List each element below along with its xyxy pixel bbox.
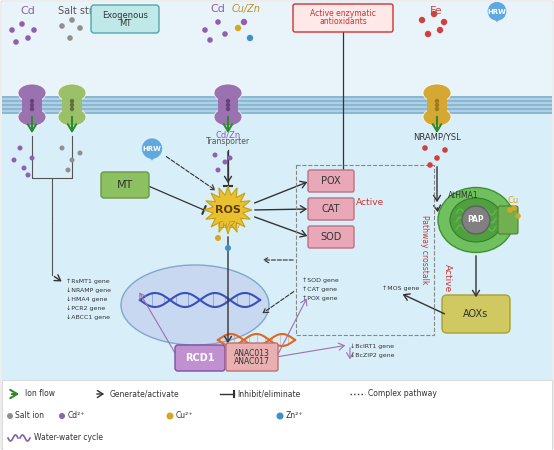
Circle shape	[226, 99, 230, 103]
Bar	[2, 112, 552, 114]
Circle shape	[202, 27, 208, 33]
Text: ↑POX gene: ↑POX gene	[302, 296, 337, 301]
Text: MT: MT	[117, 180, 133, 190]
FancyBboxPatch shape	[226, 343, 278, 371]
Circle shape	[65, 167, 70, 172]
Circle shape	[435, 103, 439, 107]
Text: Complex pathway: Complex pathway	[368, 390, 437, 399]
Ellipse shape	[423, 84, 451, 102]
Bar	[2, 110, 552, 112]
Polygon shape	[143, 148, 161, 161]
FancyBboxPatch shape	[498, 206, 518, 234]
Circle shape	[225, 245, 231, 251]
FancyBboxPatch shape	[91, 5, 159, 33]
Text: Active: Active	[356, 198, 384, 207]
Bar	[2, 98, 552, 100]
Circle shape	[142, 139, 162, 159]
Bar	[218, 99, 238, 111]
Ellipse shape	[214, 108, 242, 126]
Circle shape	[226, 103, 230, 107]
Circle shape	[427, 162, 433, 168]
Circle shape	[435, 99, 439, 103]
Text: ANAC017: ANAC017	[234, 357, 270, 366]
Circle shape	[29, 156, 34, 161]
Ellipse shape	[450, 198, 502, 242]
FancyBboxPatch shape	[293, 4, 393, 32]
Circle shape	[69, 17, 75, 23]
Text: NRAMP/YSL: NRAMP/YSL	[413, 133, 461, 142]
Circle shape	[223, 159, 228, 165]
Bar	[2, 100, 552, 102]
Circle shape	[515, 213, 521, 219]
FancyBboxPatch shape	[101, 172, 149, 198]
Text: Generate/activate: Generate/activate	[110, 390, 179, 399]
Circle shape	[215, 19, 221, 25]
Text: Cd: Cd	[20, 6, 35, 16]
Circle shape	[59, 145, 64, 150]
Text: MT: MT	[119, 19, 131, 28]
Text: Active enzymatic: Active enzymatic	[310, 9, 376, 18]
Circle shape	[70, 99, 74, 103]
Text: ↓HMA4 gene: ↓HMA4 gene	[66, 297, 107, 302]
FancyBboxPatch shape	[442, 295, 510, 333]
Text: ↓BclRT1 gene: ↓BclRT1 gene	[350, 344, 394, 349]
Circle shape	[12, 158, 17, 162]
Circle shape	[235, 25, 241, 31]
Circle shape	[247, 35, 253, 41]
Bar	[296, 165, 434, 335]
Circle shape	[422, 145, 428, 151]
Circle shape	[78, 150, 83, 156]
Text: ↑SOD gene: ↑SOD gene	[302, 278, 338, 283]
Bar	[2, 102, 552, 104]
Ellipse shape	[58, 108, 86, 126]
Circle shape	[69, 158, 74, 162]
Circle shape	[431, 11, 437, 17]
Text: RCD1: RCD1	[185, 353, 215, 363]
Text: Salt ion: Salt ion	[15, 411, 44, 420]
Circle shape	[59, 413, 65, 419]
Bar	[2, 114, 552, 380]
Text: Cu: Cu	[508, 196, 519, 205]
Text: SOD: SOD	[320, 232, 342, 242]
Text: Fe: Fe	[430, 6, 443, 16]
Circle shape	[276, 413, 284, 419]
Circle shape	[442, 147, 448, 153]
Circle shape	[22, 166, 27, 171]
Circle shape	[25, 172, 30, 177]
Circle shape	[434, 155, 440, 161]
Text: POX: POX	[321, 176, 341, 186]
Bar	[2, 106, 552, 108]
Circle shape	[222, 31, 228, 37]
Circle shape	[59, 23, 65, 29]
Text: Transporter: Transporter	[206, 137, 250, 146]
Circle shape	[31, 27, 37, 33]
Text: ANAC013: ANAC013	[234, 350, 270, 359]
Text: ↓PCR2 gene: ↓PCR2 gene	[66, 306, 105, 311]
Bar	[2, 2, 552, 96]
Circle shape	[241, 19, 247, 25]
Circle shape	[77, 25, 83, 31]
Text: HRW: HRW	[488, 9, 506, 15]
Circle shape	[435, 107, 439, 111]
Circle shape	[226, 107, 230, 111]
Circle shape	[30, 107, 34, 111]
Text: ROS: ROS	[215, 205, 241, 215]
Text: Cu/Zn: Cu/Zn	[218, 221, 241, 230]
Circle shape	[25, 35, 31, 41]
Circle shape	[9, 27, 15, 33]
Circle shape	[67, 35, 73, 41]
Text: Exogenous: Exogenous	[102, 12, 148, 21]
Text: Pathway crosstalk: Pathway crosstalk	[419, 215, 428, 285]
Text: AOXs: AOXs	[463, 309, 489, 319]
Circle shape	[419, 17, 425, 23]
Circle shape	[216, 167, 220, 172]
Text: ↑RsMT1 gene: ↑RsMT1 gene	[66, 279, 110, 284]
Text: ↓ABCC1 gene: ↓ABCC1 gene	[66, 315, 110, 320]
Circle shape	[425, 31, 431, 37]
Text: ↑CAT gene: ↑CAT gene	[302, 287, 337, 292]
Ellipse shape	[438, 188, 514, 252]
Circle shape	[462, 206, 490, 234]
Text: Zn²⁺: Zn²⁺	[286, 411, 304, 420]
Bar	[2, 380, 552, 450]
